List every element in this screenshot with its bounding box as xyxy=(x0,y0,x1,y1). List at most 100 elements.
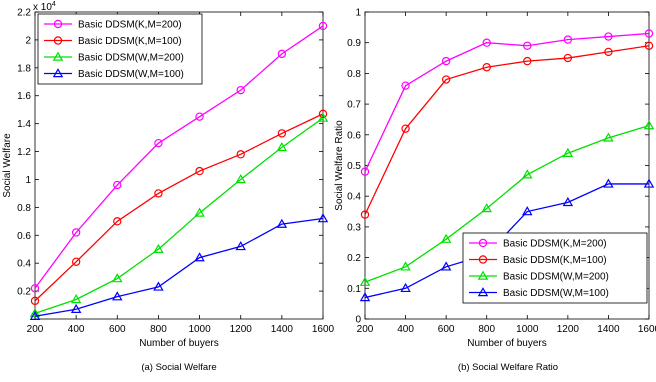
legend-entry: Basic DDSM(W,M=100) xyxy=(78,69,184,80)
x-tick-label: 1000 xyxy=(188,324,211,335)
y-tick-label: 0.1 xyxy=(347,284,361,295)
series-1 xyxy=(360,29,654,176)
chart-panel-2: 200 400 600 800 1000 1200 1400 1600 0 0.1 0.2 0.3 0.… xyxy=(334,8,656,374)
series-line xyxy=(364,124,650,283)
data-point xyxy=(523,41,532,50)
legend-marker xyxy=(52,51,64,61)
data-point xyxy=(643,178,655,188)
data-point xyxy=(277,49,287,59)
x-tick-label: 800 xyxy=(478,324,495,335)
series-line xyxy=(34,113,324,302)
data-point xyxy=(440,261,452,271)
x-tick-label: 1200 xyxy=(557,324,580,335)
data-point xyxy=(154,189,163,198)
data-point xyxy=(194,207,205,217)
y-tick-label: 1 xyxy=(355,8,361,19)
data-point xyxy=(235,174,246,184)
y-tick-label: 0 xyxy=(355,315,361,326)
y-multiplier-base: x 10 xyxy=(33,2,52,13)
y-tick-label: 1 xyxy=(25,175,31,186)
y-multiplier-exponent: 4 xyxy=(52,1,56,8)
data-point xyxy=(360,167,370,176)
series-line xyxy=(34,25,324,289)
data-point xyxy=(112,273,123,283)
legend-box xyxy=(37,13,203,85)
x-tick-label: 1400 xyxy=(597,324,620,335)
y-tick-label: 0.4 xyxy=(17,259,31,270)
y-tick-label: 0.5 xyxy=(347,161,361,172)
data-point xyxy=(481,203,492,213)
data-point xyxy=(562,196,574,207)
legend-marker xyxy=(477,287,489,297)
data-point xyxy=(236,150,245,159)
data-point xyxy=(113,180,122,190)
legend-entry: Basic DDSM(K,M=200) xyxy=(78,20,182,31)
data-point xyxy=(29,308,41,318)
data-point xyxy=(604,47,613,57)
data-point xyxy=(154,138,163,148)
x-tick-label: 200 xyxy=(357,324,374,335)
data-point xyxy=(236,85,245,95)
data-point xyxy=(30,296,40,306)
plot-frame xyxy=(34,11,324,320)
data-point xyxy=(71,228,81,237)
legend-entry: Basic DDSM(W,M=200) xyxy=(503,272,609,283)
series-2 xyxy=(360,41,654,219)
data-point xyxy=(522,169,533,179)
data-point xyxy=(235,241,246,251)
figure-caption: (b) Social Welfare Ratio xyxy=(458,362,558,373)
series-3 xyxy=(359,120,655,286)
x-tick-label: 600 xyxy=(109,324,126,335)
y-tick-label: 0.2 xyxy=(17,287,31,298)
legend-marker xyxy=(53,36,63,45)
y-axis-label: Social Welfare xyxy=(2,133,13,198)
series-3 xyxy=(29,112,329,318)
legend-marker xyxy=(52,68,64,78)
x-tick-label: 400 xyxy=(397,324,414,335)
legend-entry: Basic DDSM(K,M=200) xyxy=(503,239,607,250)
series-1 xyxy=(30,21,328,293)
data-point xyxy=(482,63,491,72)
data-point xyxy=(562,147,574,157)
legend: Basic DDSM(K,M=200) Basic DDSM(K,M=100) Ba… xyxy=(462,232,648,304)
legend: Basic DDSM(K,M=200) Basic DDSM(K,M=100) Ba… xyxy=(37,13,203,85)
data-point xyxy=(563,35,573,44)
x-tick-label: 400 xyxy=(68,324,85,335)
data-point xyxy=(70,294,82,304)
legend-box xyxy=(462,232,648,304)
legend-entry: Basic DDSM(W,M=100) xyxy=(503,288,609,299)
data-point xyxy=(153,243,164,253)
data-point xyxy=(440,233,452,243)
x-tick-label: 1200 xyxy=(230,324,253,335)
data-point xyxy=(360,210,370,219)
data-point xyxy=(29,310,41,320)
legend-entry: Basic DDSM(K,M=100) xyxy=(78,36,182,47)
y-tick-label: 2 xyxy=(25,35,31,46)
x-tick-label: 600 xyxy=(438,324,455,335)
data-point xyxy=(195,112,204,121)
data-point xyxy=(563,53,573,63)
data-point xyxy=(113,217,122,226)
data-point xyxy=(482,38,491,47)
data-point xyxy=(276,218,288,228)
data-point xyxy=(70,303,82,313)
data-point xyxy=(30,284,40,293)
data-point xyxy=(318,109,328,119)
y-tick-label: 0.3 xyxy=(347,222,361,233)
data-point xyxy=(603,132,614,142)
y-axis-multiplier: x 104 xyxy=(33,1,56,13)
data-point xyxy=(317,112,329,122)
chart-panel-1: 200 400 600 800 1000 1200 1400 1600 0.2 0.4 0.6 0.8… xyxy=(2,1,335,373)
data-point xyxy=(604,32,613,41)
data-point xyxy=(400,282,411,293)
y-tick-label: 0.2 xyxy=(347,253,361,264)
series-line xyxy=(364,45,650,215)
x-tick-label: 1600 xyxy=(638,324,656,335)
y-tick-label: 0.7 xyxy=(347,100,361,111)
data-point xyxy=(359,292,371,302)
data-point xyxy=(195,166,204,176)
series-line xyxy=(34,117,324,315)
legend-marker xyxy=(478,238,488,248)
y-tick-label: 0.9 xyxy=(347,38,361,49)
y-tick-label: 2.2 xyxy=(17,8,31,19)
